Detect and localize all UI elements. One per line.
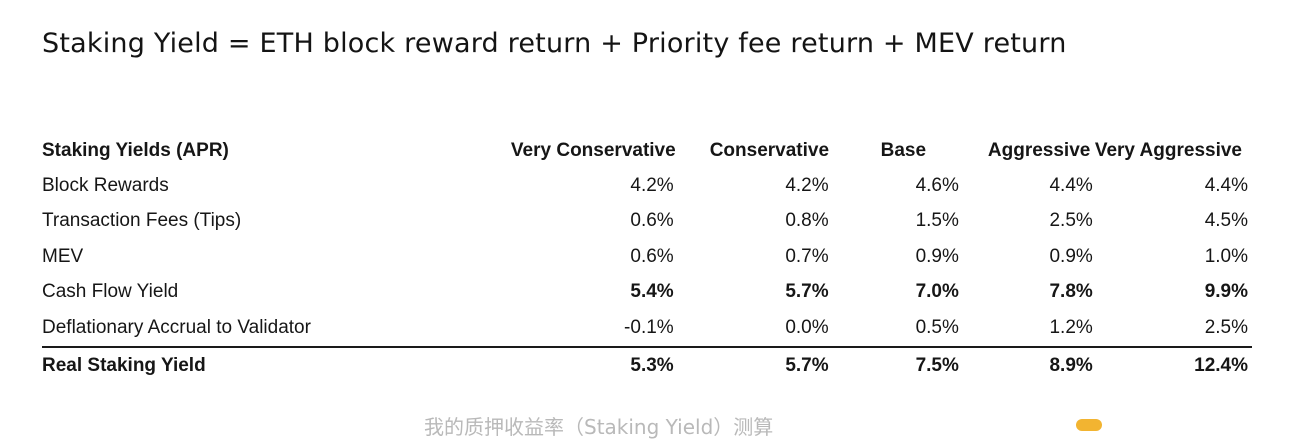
column-header-base: Base xyxy=(880,139,927,161)
table-row-real-staking-yield: Real Staking Yield 5.3% 5.7% 7.5% 8.9% 1… xyxy=(42,345,1252,384)
row-label: Real Staking Yield xyxy=(42,345,459,384)
table-cell: 4.4% xyxy=(1049,174,1093,196)
table-cell: 1.2% xyxy=(1049,316,1093,338)
table-cell: 5.3% xyxy=(458,345,676,384)
row-label: Transaction Fees (Tips) xyxy=(42,210,242,232)
page-title: Staking Yield = ETH block reward return … xyxy=(42,28,1067,59)
table-cell: 4.5% xyxy=(1204,210,1248,232)
table-row: Deflationary Accrual to Validator -0.1% … xyxy=(42,310,1252,347)
table-row: Block Rewards 4.2% 4.2% 4.6% 4.4% 4.4% xyxy=(42,168,1252,204)
table-cell: 0.9% xyxy=(1049,245,1093,267)
table-cell: 2.5% xyxy=(1049,210,1093,232)
row-label: Block Rewards xyxy=(42,174,169,196)
column-header-very-conservative: Very Conservative xyxy=(510,139,676,161)
table-cell: 12.4% xyxy=(1094,345,1252,384)
table-row: Transaction Fees (Tips) 0.6% 0.8% 1.5% 2… xyxy=(42,204,1252,240)
table-cell: 0.6% xyxy=(630,245,674,267)
table-row: MEV 0.6% 0.7% 0.9% 0.9% 1.0% xyxy=(42,239,1252,275)
row-label: MEV xyxy=(42,245,84,267)
table-cell: 4.2% xyxy=(630,174,674,196)
row-label: Cash Flow Yield xyxy=(42,281,179,303)
table-cell: 5.7% xyxy=(785,281,829,303)
table-header-row: Staking Yields (APR) Very Conservative C… xyxy=(42,133,1252,168)
column-header-very-aggressive: Very Aggressive xyxy=(1094,139,1242,161)
column-header-conservative: Conservative xyxy=(709,139,830,161)
table-cell: 9.9% xyxy=(1204,281,1248,303)
table-cell: 5.7% xyxy=(675,345,831,384)
table-cell: 1.5% xyxy=(915,210,959,232)
table-cell: 4.6% xyxy=(915,174,959,196)
table-cell: -0.1% xyxy=(624,316,674,338)
table-cell: 4.4% xyxy=(1204,174,1248,196)
column-header-aggressive: Aggressive xyxy=(987,139,1091,161)
table-cell: 1.0% xyxy=(1204,245,1248,267)
table-row-cash-flow-yield: Cash Flow Yield 5.4% 5.7% 7.0% 7.8% 9.9% xyxy=(42,275,1252,311)
table-cell: 0.5% xyxy=(915,316,959,338)
column-header-label: Staking Yields (APR) xyxy=(42,139,229,161)
table-cell: 0.0% xyxy=(785,316,829,338)
table-cell: 7.0% xyxy=(915,281,959,303)
table-cell: 2.5% xyxy=(1204,316,1248,338)
table-cell: 7.8% xyxy=(1049,281,1093,303)
table-cell: 7.5% xyxy=(830,345,961,384)
table-cell: 5.4% xyxy=(630,281,674,303)
table-cell: 4.2% xyxy=(785,174,829,196)
logo-icon xyxy=(1076,419,1102,431)
table-cell: 0.9% xyxy=(915,245,959,267)
table-cell: 0.6% xyxy=(630,210,674,232)
row-label: Deflationary Accrual to Validator xyxy=(42,316,311,338)
staking-yields-table: Staking Yields (APR) Very Conservative C… xyxy=(42,133,1252,384)
table-cell: 8.9% xyxy=(960,345,1095,384)
table-cell: 0.7% xyxy=(785,245,829,267)
table-cell: 0.8% xyxy=(785,210,829,232)
